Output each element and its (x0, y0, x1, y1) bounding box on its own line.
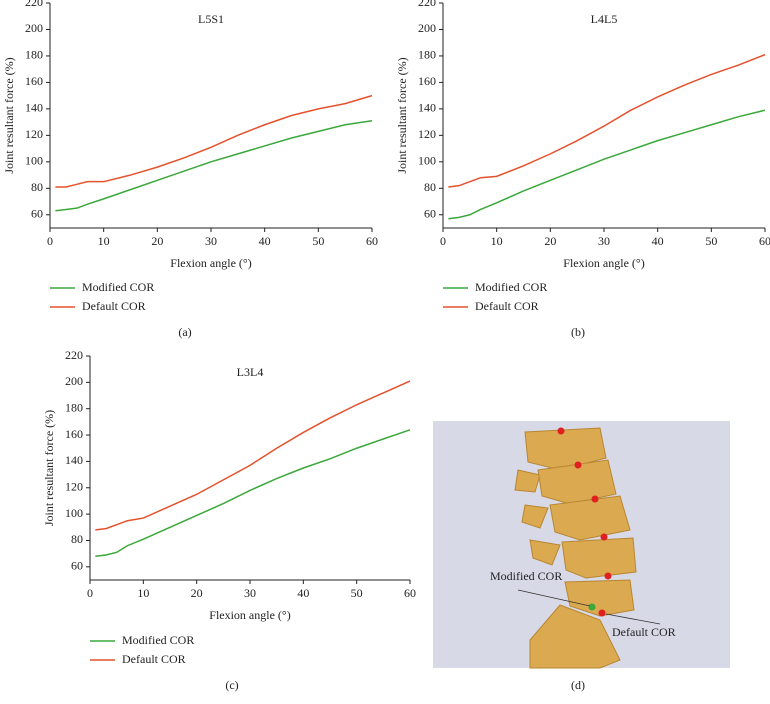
y-axis-label: Joint resultant force (%) (395, 57, 409, 173)
vertebrae (514, 427, 637, 669)
x-tick-label: 0 (47, 234, 53, 248)
y-tick-label: 220 (25, 0, 43, 9)
x-tick-label: 60 (366, 234, 378, 248)
series-line (448, 53, 766, 188)
series-line (55, 120, 373, 212)
y-tick-label: 120 (25, 127, 43, 141)
x-tick-label: 20 (151, 234, 163, 248)
chart: 60 80 100 120 140 160 180 200 220 0 10 20 30 40 50 60 L4… (395, 0, 770, 339)
pointer (605, 613, 661, 625)
y-tick-label: 220 (65, 348, 83, 362)
x-tick-label: 0 (440, 234, 446, 248)
y-tick-label: 180 (418, 48, 436, 62)
legend-label: Modified COR (122, 633, 194, 647)
y-tick-label: 180 (65, 400, 83, 414)
x-tick-label: 10 (98, 234, 110, 248)
series-line (95, 429, 411, 558)
y-tick-label: 140 (418, 101, 436, 115)
y-tick-label: 100 (65, 506, 83, 520)
legend-label: Default COR (122, 652, 186, 666)
y-tick-label: 60 (424, 207, 436, 221)
chart-title: L5S1 (198, 12, 224, 26)
x-tick-label: 20 (544, 234, 556, 248)
x-tick-label: 40 (297, 586, 309, 600)
x-axis-label: Flexion angle (°) (209, 608, 290, 622)
x-tick-label: 60 (404, 586, 416, 600)
chart: 60 80 100 120 140 160 180 200 220 0 10 20 30 40 50 60 L5… (2, 0, 378, 339)
y-tick-label: 200 (418, 21, 436, 35)
y-tick-label: 160 (65, 427, 83, 441)
image-panel: Modified COR Default COR (d) (433, 421, 730, 692)
chart: 60 80 100 120 140 160 180 200 220 0 10 20 30 40 50 60 L3… (42, 348, 416, 692)
y-axis-label: Joint resultant force (%) (42, 410, 56, 526)
cor-markers (557, 427, 612, 617)
x-tick-label: 60 (759, 234, 770, 248)
caption: (b) (571, 325, 585, 339)
legend-label: Default COR (82, 299, 146, 313)
chart-title: L3L4 (237, 365, 264, 379)
x-tick-label: 50 (312, 234, 324, 248)
y-tick-label: 80 (424, 180, 436, 194)
panel-label: Modified COR (490, 569, 562, 583)
legend-label: Modified COR (475, 280, 547, 294)
x-tick-label: 50 (705, 234, 717, 248)
chart-title: L4L5 (591, 12, 618, 26)
x-tick-label: 30 (205, 234, 217, 248)
y-tick-label: 220 (418, 0, 436, 9)
x-tick-label: 40 (652, 234, 664, 248)
caption: (d) (571, 678, 585, 692)
y-tick-label: 160 (418, 74, 436, 88)
x-tick-label: 30 (244, 586, 256, 600)
y-tick-label: 160 (25, 74, 43, 88)
y-tick-label: 120 (418, 127, 436, 141)
x-tick-label: 10 (137, 586, 149, 600)
y-axis-label: Joint resultant force (%) (2, 57, 16, 173)
modified-cor-marker (588, 603, 596, 611)
series-line (95, 380, 411, 531)
y-tick-label: 200 (25, 21, 43, 35)
y-tick-label: 200 (65, 374, 83, 388)
panel-label: Default COR (612, 625, 676, 639)
x-tick-label: 10 (491, 234, 503, 248)
y-tick-label: 60 (71, 559, 83, 573)
legend-label: Modified COR (82, 280, 154, 294)
y-tick-label: 140 (25, 101, 43, 115)
y-tick-label: 60 (31, 207, 43, 221)
y-tick-label: 100 (418, 154, 436, 168)
y-tick-label: 180 (25, 48, 43, 62)
x-tick-label: 20 (191, 586, 203, 600)
pointer (517, 589, 591, 607)
x-axis-label: Flexion angle (°) (170, 256, 251, 270)
x-tick-label: 30 (598, 234, 610, 248)
y-tick-label: 80 (31, 180, 43, 194)
y-tick-label: 100 (25, 154, 43, 168)
x-tick-label: 40 (259, 234, 271, 248)
series-line (55, 94, 373, 188)
y-tick-label: 120 (65, 480, 83, 494)
x-tick-label: 50 (351, 586, 363, 600)
legend-label: Default COR (475, 299, 539, 313)
x-axis-label: Flexion angle (°) (563, 256, 644, 270)
y-tick-label: 140 (65, 453, 83, 467)
x-tick-label: 0 (87, 586, 93, 600)
series-line (448, 109, 766, 220)
caption: (c) (225, 678, 238, 692)
y-tick-label: 80 (71, 532, 83, 546)
caption: (a) (178, 325, 191, 339)
